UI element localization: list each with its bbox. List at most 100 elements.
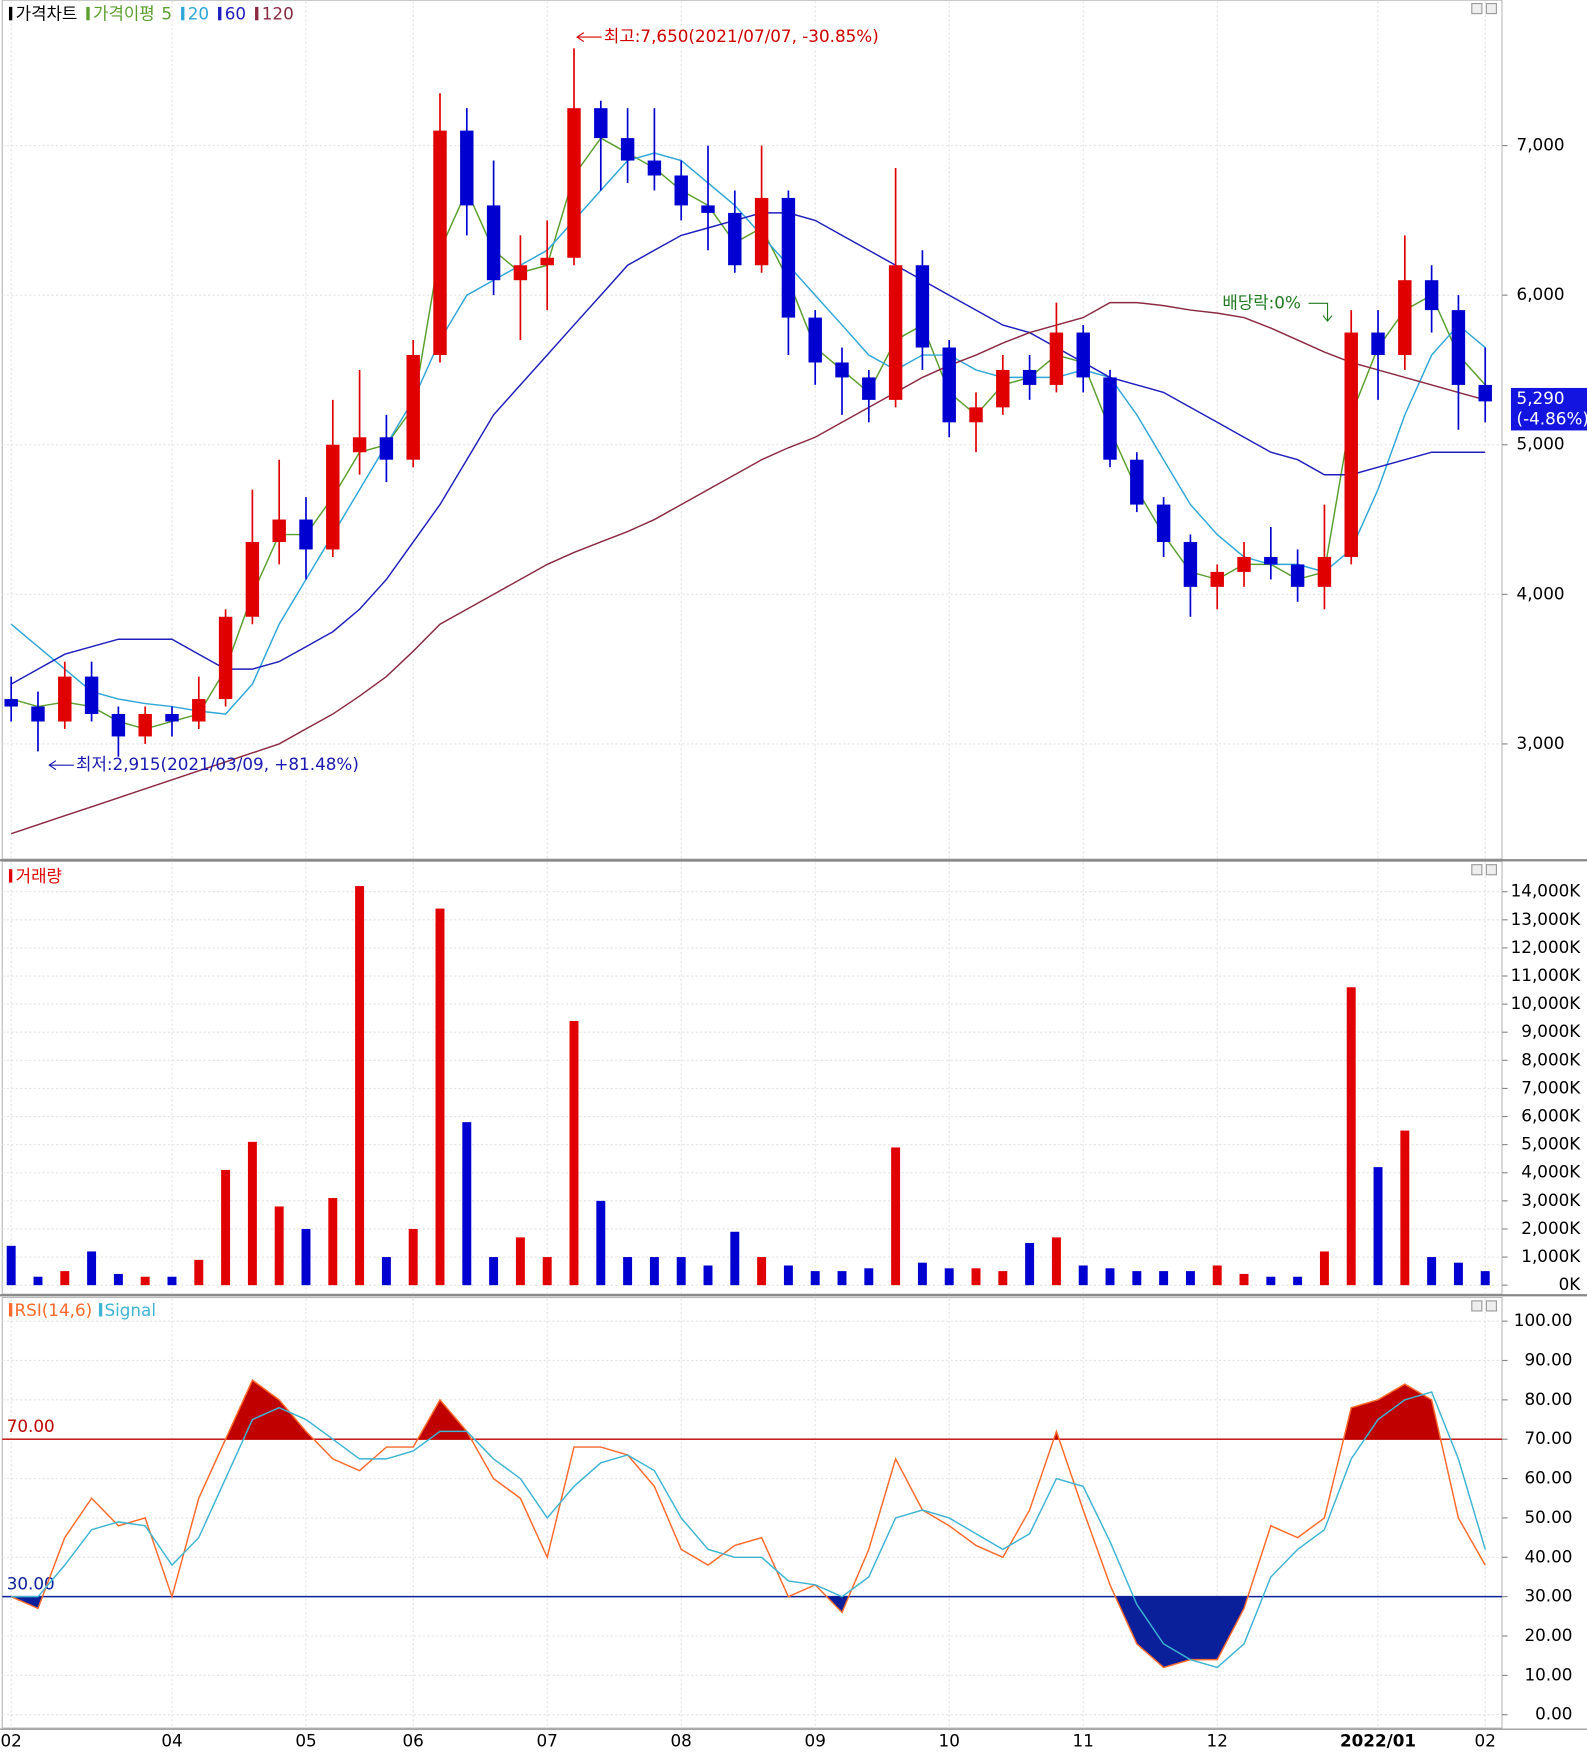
volume-bar <box>998 1271 1008 1286</box>
moving-average-line <box>10 301 1486 835</box>
candle-body <box>674 175 688 206</box>
y-tick-label: 7,000 <box>1517 135 1565 155</box>
volume-bar <box>113 1273 123 1286</box>
panel-button <box>1485 864 1497 876</box>
volume-bar <box>381 1257 391 1286</box>
y-tick-label: 100.00 <box>1514 1310 1573 1330</box>
y-tick-label: 7,000K <box>1521 1077 1581 1097</box>
moving-average-line <box>10 212 1486 685</box>
candle-body <box>460 130 474 206</box>
candle-body <box>1049 332 1064 385</box>
y-tick-label: 60.00 <box>1524 1468 1572 1488</box>
y-tick-label: 6,000K <box>1521 1106 1581 1126</box>
candle-body <box>352 437 367 453</box>
legend-entry: Signal <box>104 1300 156 1320</box>
last-price-label: 5,290 <box>1517 388 1565 408</box>
y-tick-label: 1,000K <box>1521 1246 1581 1266</box>
candle-body <box>835 362 849 378</box>
candle-body <box>1103 377 1117 460</box>
candle-body <box>513 265 528 281</box>
candle-body <box>567 108 581 258</box>
annotation: 최고:7,650(2021/07/07, -30.85%) <box>604 26 879 46</box>
candle-body <box>996 369 1010 408</box>
moving-average-line <box>10 152 1486 715</box>
annotation: 배당락:0% <box>1222 292 1301 312</box>
legend-entry: RSI(14,6) <box>15 1300 93 1320</box>
volume-bar <box>1319 1251 1329 1286</box>
x-tick-label: 08 <box>671 1731 692 1751</box>
candle-body <box>486 205 501 281</box>
y-tick-label: 20.00 <box>1524 1625 1572 1645</box>
legend-entry: 5 <box>161 4 172 24</box>
candle-body <box>701 205 715 213</box>
volume-bar <box>676 1257 686 1286</box>
volume-bar <box>1078 1265 1088 1286</box>
legend-swatch <box>8 6 13 21</box>
volume-bar <box>60 1271 70 1286</box>
legend-swatch <box>218 6 222 21</box>
candle-body <box>138 714 152 737</box>
candle-body <box>1264 556 1278 565</box>
volume-bar <box>194 1259 204 1286</box>
panel-frame <box>1 1296 1503 1729</box>
x-tick-label: 02 <box>1475 1731 1496 1751</box>
candle-body <box>540 257 554 266</box>
candle-body <box>433 130 447 355</box>
rsi-line <box>10 1379 1486 1669</box>
y-tick-label: 11,000K <box>1511 965 1582 985</box>
annotation-arrow <box>48 760 74 771</box>
candle-body <box>218 616 233 700</box>
x-tick-label: 02 <box>1 1731 22 1751</box>
volume-bar <box>569 1020 579 1286</box>
legend-swatch <box>98 1303 103 1317</box>
candle-body <box>1156 504 1171 542</box>
candle-body <box>111 714 126 737</box>
y-tick-label: 5,000 <box>1517 434 1565 454</box>
candle-body <box>969 407 983 423</box>
volume-bar <box>1159 1271 1169 1286</box>
candle-body <box>272 519 286 542</box>
volume-bar <box>971 1268 981 1286</box>
y-tick-label: 2,000K <box>1521 1218 1581 1238</box>
y-tick-label: 10.00 <box>1524 1664 1572 1684</box>
volume-bar <box>301 1228 311 1286</box>
legend-swatch <box>181 6 185 21</box>
y-tick-label: 12,000K <box>1511 937 1582 957</box>
y-tick-label: 14,000K <box>1511 881 1582 901</box>
volume-bar <box>87 1251 97 1286</box>
volume-bar <box>864 1268 874 1286</box>
candle-body <box>1371 332 1385 355</box>
volume-bar <box>221 1169 231 1286</box>
level-label: 70.00 <box>7 1416 55 1436</box>
candle-body <box>1076 332 1090 378</box>
candle-body <box>4 699 18 707</box>
candle-body <box>808 317 822 363</box>
y-tick-label: 10,000K <box>1511 993 1582 1013</box>
level-label: 30.00 <box>7 1573 55 1593</box>
volume-bar <box>33 1276 43 1286</box>
y-tick-label: 3,000 <box>1517 733 1565 753</box>
candle-body <box>84 676 99 715</box>
rsi-line <box>11 1391 1486 1669</box>
x-tick-label: 04 <box>161 1731 182 1751</box>
y-tick-label: 3,000K <box>1521 1190 1581 1210</box>
legend-swatch <box>8 869 13 883</box>
last-price-box <box>1510 387 1587 431</box>
volume-bar <box>944 1268 954 1286</box>
legend-swatch <box>255 6 259 21</box>
candle-body <box>1237 556 1251 572</box>
y-tick-label: 5,000K <box>1521 1134 1581 1154</box>
panel-button <box>1471 2 1483 15</box>
legend-title: 거래량 <box>16 866 62 886</box>
candle-body <box>406 354 420 460</box>
candle-body <box>942 347 956 423</box>
candle-body <box>1344 332 1358 557</box>
legend-label: 가격이평 <box>93 4 155 24</box>
volume-bar <box>1239 1273 1249 1286</box>
panel-button <box>1471 1300 1483 1312</box>
y-tick-label: 80.00 <box>1524 1389 1572 1409</box>
y-tick-label: 90.00 <box>1524 1349 1572 1369</box>
volume-bar <box>649 1257 659 1286</box>
